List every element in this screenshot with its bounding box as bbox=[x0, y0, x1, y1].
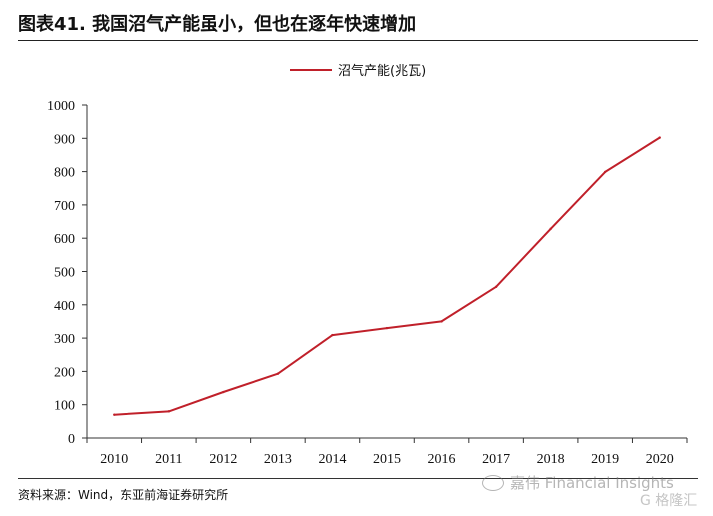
watermark-logo: G 格隆汇 bbox=[640, 493, 698, 509]
title-divider bbox=[18, 40, 698, 41]
y-tick-label: 900 bbox=[54, 132, 75, 147]
data-point bbox=[603, 170, 607, 174]
y-tick-label: 200 bbox=[54, 365, 75, 380]
x-tick-label: 2020 bbox=[646, 452, 674, 467]
data-point bbox=[222, 390, 225, 394]
x-tick-label: 2017 bbox=[482, 452, 510, 467]
x-tick-label: 2014 bbox=[318, 452, 346, 467]
x-axis-ticks: 2010 2011 2012 2013 2014 2015 2016 2017 2018 2019… bbox=[86, 438, 688, 467]
chart-axes bbox=[86, 105, 687, 439]
data-point bbox=[113, 413, 116, 416]
x-tick-label: 2019 bbox=[591, 452, 619, 467]
x-tick-label: 2018 bbox=[537, 452, 565, 467]
chart-series bbox=[113, 136, 661, 416]
legend: 沼气产能(兆瓦) bbox=[290, 60, 426, 79]
data-point bbox=[658, 136, 661, 139]
data-point bbox=[549, 227, 552, 231]
data-point bbox=[276, 372, 280, 375]
y-tick-label: 300 bbox=[54, 332, 75, 347]
x-tick-label: 2010 bbox=[100, 452, 128, 467]
data-point bbox=[167, 410, 171, 413]
footer-divider bbox=[18, 478, 698, 479]
watermark-brand: 嘉伟 Financial Insights bbox=[510, 474, 674, 492]
x-tick-label: 2011 bbox=[155, 452, 182, 467]
y-tick-label: 100 bbox=[54, 399, 75, 414]
data-point bbox=[331, 333, 334, 337]
legend-label: 沼气产能(兆瓦) bbox=[338, 64, 427, 79]
wechat-icon bbox=[482, 474, 504, 491]
data-point bbox=[494, 285, 498, 289]
y-tick-label: 500 bbox=[54, 266, 75, 281]
y-tick-label: 700 bbox=[54, 199, 75, 214]
data-point bbox=[385, 326, 389, 330]
chart-title: 图表41. 我国沼气产能虽小，但也在逐年快速增加 bbox=[18, 14, 417, 35]
x-tick-label: 2012 bbox=[209, 452, 237, 467]
y-axis-ticks: 0 100 200 300 400 500 600 700 800 900 1000 bbox=[47, 99, 87, 447]
y-tick-label: 1000 bbox=[47, 99, 75, 114]
y-tick-label: 800 bbox=[54, 166, 75, 181]
watermark: 嘉伟 Financial Insights bbox=[482, 472, 674, 493]
source-note: 资料来源：Wind，东亚前海证券研究所 bbox=[18, 488, 229, 502]
legend-line-swatch bbox=[290, 68, 332, 71]
data-point bbox=[440, 320, 443, 323]
y-tick-label: 0 bbox=[68, 432, 75, 447]
x-tick-label: 2013 bbox=[264, 452, 292, 467]
y-tick-label: 600 bbox=[54, 232, 75, 247]
x-tick-label: 2016 bbox=[428, 452, 456, 467]
series-line bbox=[114, 136, 661, 416]
x-tick-label: 2015 bbox=[373, 452, 401, 467]
y-tick-label: 400 bbox=[54, 299, 75, 314]
